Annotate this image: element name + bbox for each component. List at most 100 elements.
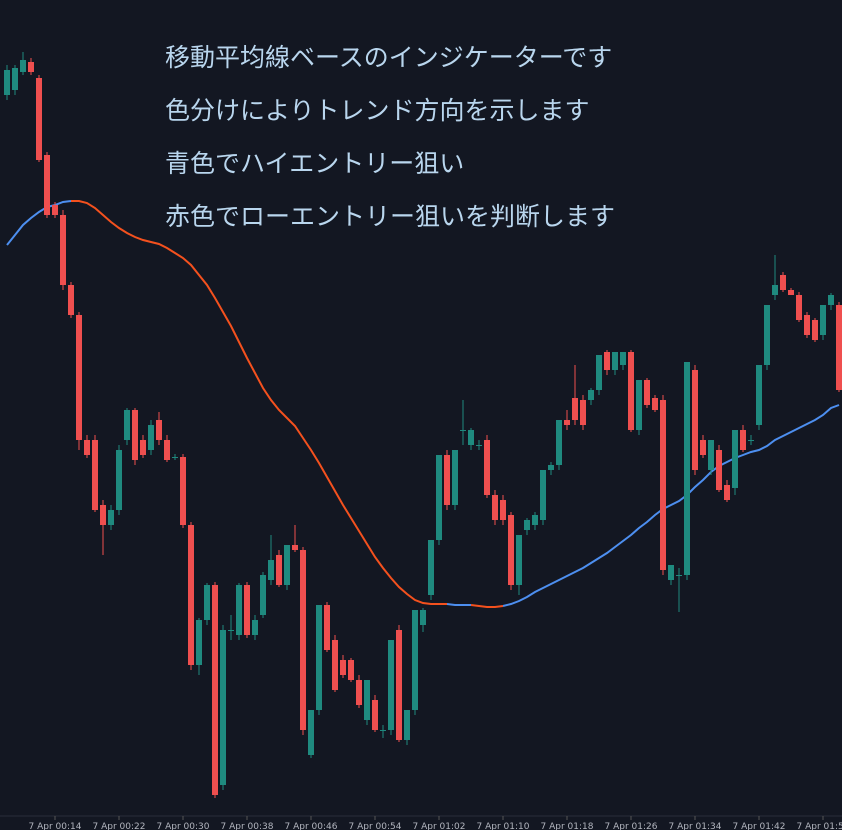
candle-body (740, 430, 746, 450)
candle-body (420, 610, 426, 625)
candle-body (828, 295, 834, 305)
candle-body (4, 70, 10, 95)
candle-body (364, 680, 370, 720)
candle-body (428, 540, 434, 595)
candle-body (476, 445, 482, 446)
candle-body (228, 630, 234, 631)
candle-body (492, 495, 498, 520)
candle-body (412, 610, 418, 710)
candle-body (332, 640, 338, 690)
candle-body (780, 275, 786, 290)
candle-body (388, 640, 394, 730)
candle-body (468, 430, 474, 445)
candle-body (340, 660, 346, 675)
x-tick-label: 7 Apr 01:34 (669, 822, 722, 830)
x-tick-label: 7 Apr 01:50 (797, 822, 842, 830)
candle-body (756, 365, 762, 425)
candle-body (604, 352, 610, 370)
candle-body (716, 450, 722, 490)
candle-body (308, 710, 314, 755)
candle-body (44, 155, 50, 215)
candle-body (372, 700, 378, 730)
candle-body (36, 78, 42, 160)
x-tick-label: 7 Apr 01:02 (413, 822, 466, 830)
candle-body (52, 205, 58, 215)
candle-body (100, 505, 106, 525)
candle-body (92, 440, 98, 510)
annotation: 色分けによりトレンド方向を示します (165, 96, 590, 125)
candle-body (796, 295, 802, 320)
x-tick-label: 7 Apr 01:18 (541, 822, 594, 830)
candle-body (236, 585, 242, 635)
candle-body (452, 450, 458, 505)
candle-body (580, 400, 586, 425)
candle-body (540, 470, 546, 520)
x-tick-label: 7 Apr 00:30 (157, 822, 210, 830)
candle-body (812, 320, 818, 340)
candle-body (348, 660, 354, 680)
candle-body (684, 362, 690, 575)
annotation: 青色でハイエントリー狙い (165, 149, 464, 178)
candle-body (700, 440, 706, 455)
candle-body (804, 315, 810, 335)
candle-body (820, 305, 826, 335)
candle-body (124, 410, 130, 440)
candle-body (380, 730, 386, 731)
candle-body (532, 515, 538, 525)
candle-body (156, 420, 162, 440)
x-tick-label: 7 Apr 00:46 (285, 822, 338, 830)
candle-body (12, 68, 18, 90)
x-tick-label: 7 Apr 00:38 (221, 822, 274, 830)
candle-body (244, 585, 250, 635)
candle-body (460, 430, 466, 431)
candle-body (668, 565, 674, 580)
candle-body (836, 305, 842, 390)
candle-body (644, 380, 650, 405)
x-tick-label: 7 Apr 01:26 (605, 822, 658, 830)
candle-body (612, 352, 618, 370)
annotation: 移動平均線ベースのインジケーターです (165, 43, 612, 72)
candle-body (140, 440, 146, 455)
candle-body (564, 420, 570, 425)
candle-body (268, 560, 274, 580)
candle-body (620, 352, 626, 365)
candle-body (660, 400, 666, 570)
candle-body (108, 510, 114, 525)
candle-body (132, 410, 138, 460)
candle-body (596, 355, 602, 390)
candle-body (116, 450, 122, 510)
x-tick-label: 7 Apr 00:22 (93, 822, 146, 830)
candle-body (676, 575, 682, 576)
candle-body (692, 370, 698, 470)
candle-body (404, 710, 410, 740)
candle-body (556, 420, 562, 465)
candle-body (436, 455, 442, 540)
candle-body (204, 585, 210, 620)
candle-body (708, 440, 714, 470)
candle-body (20, 60, 26, 72)
candle-body (772, 285, 778, 295)
candle-body (196, 620, 202, 665)
candle-body (524, 520, 530, 530)
x-tick-label: 7 Apr 01:10 (477, 822, 530, 830)
candle-body (516, 535, 522, 585)
candle-body (444, 455, 450, 505)
x-tick-label: 7 Apr 01:42 (733, 822, 786, 830)
candle-body (652, 398, 658, 410)
candle-body (180, 457, 186, 525)
candle-body (252, 620, 258, 635)
candle-body (724, 485, 730, 500)
candle-body (164, 440, 170, 460)
candle-body (636, 380, 642, 430)
candle-body (60, 215, 66, 285)
candle-body (276, 555, 282, 585)
candle-body (788, 290, 794, 295)
candle-body (76, 315, 82, 440)
candle-body (188, 525, 194, 665)
x-tick-label: 7 Apr 00:14 (29, 822, 82, 830)
candle-body (396, 630, 402, 740)
candle-body (484, 440, 490, 495)
candle-body (284, 545, 290, 585)
